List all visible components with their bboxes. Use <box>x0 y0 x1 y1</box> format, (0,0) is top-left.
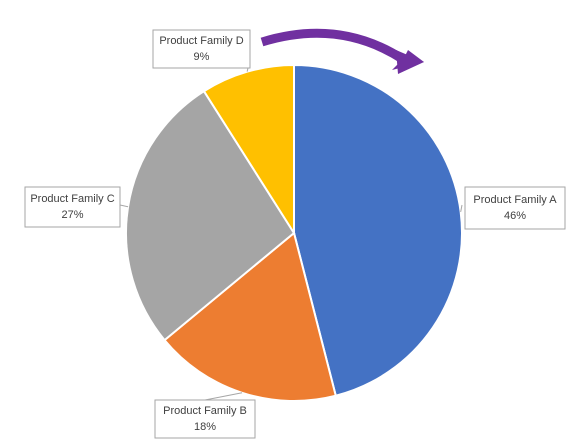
category-label: Product Family C <box>30 193 114 205</box>
category-label: Product Family A <box>473 194 557 206</box>
value-label: 18% <box>194 421 216 433</box>
label-box <box>154 399 256 439</box>
pie-slice <box>125 89 296 342</box>
leader-line <box>460 204 463 213</box>
value-label: 46% <box>504 210 526 222</box>
value-label: 9% <box>194 51 210 63</box>
pie-slice <box>202 63 295 237</box>
value-label: 27% <box>61 209 83 221</box>
category-label: Product Family D <box>159 35 243 47</box>
leader-line <box>204 392 243 401</box>
data-labels: Product Family A 46% Product Family B 18% Pr… <box>24 29 566 439</box>
label-box <box>24 186 121 228</box>
pie-slice <box>293 63 463 397</box>
category-label: Product Family B <box>163 405 247 417</box>
pie <box>125 63 463 402</box>
rotation-arrow <box>260 28 424 74</box>
label-box <box>464 186 566 230</box>
leader-line <box>119 204 129 208</box>
pie-slice <box>163 231 337 402</box>
label-box <box>152 29 251 69</box>
